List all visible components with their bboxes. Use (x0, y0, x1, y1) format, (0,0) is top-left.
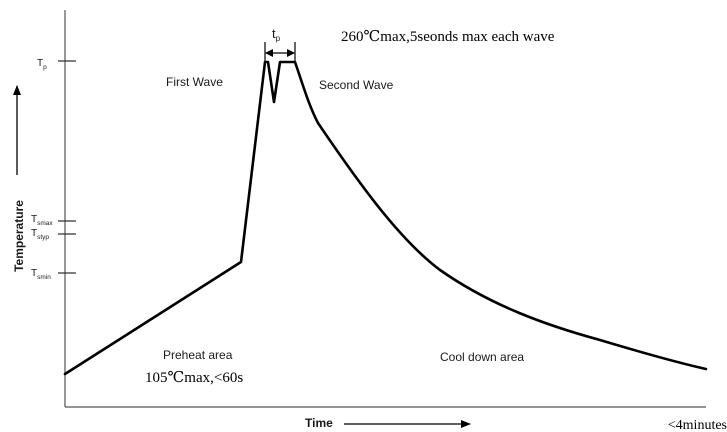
x-axis-label: Time (305, 416, 333, 430)
second-wave-label: Second Wave (319, 78, 394, 92)
first-wave-label: First Wave (166, 75, 223, 89)
peak-limit-note: 260℃max,5seonds max each wave (341, 29, 555, 45)
tick-label-tsmax: Tsmax (31, 214, 53, 227)
tp-label: tp (272, 26, 281, 43)
y-axis-label: Temperature (12, 200, 26, 272)
cool-down-area-label: Cool down area (440, 350, 524, 364)
tick-label-tstyp: Tstyp (31, 228, 49, 241)
total-time-note: <4minutes (668, 418, 727, 432)
tick-label-tp: Tp (37, 58, 47, 71)
temperature-curve (63, 60, 708, 376)
preheat-limit-note: 105℃max,<60s (145, 370, 243, 386)
tick-label-tsmin: Tsmin (31, 268, 51, 281)
preheat-area-label: Preheat area (163, 348, 233, 362)
